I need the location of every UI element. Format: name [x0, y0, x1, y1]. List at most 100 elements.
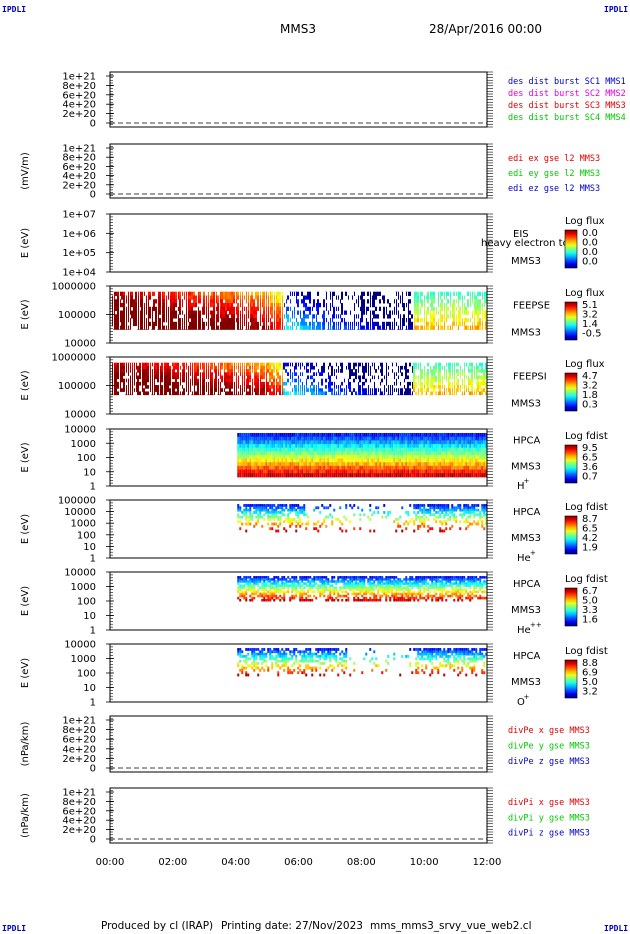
spacecraft-label: MMS3 — [511, 328, 541, 339]
ytick-label: 4e+20 — [62, 744, 96, 755]
y-axis-label: E (eV) — [20, 586, 31, 616]
panel-feepsi: 10000 100000 1000000 E (eV) FEEPSI MMS3 Log fl… — [20, 353, 605, 421]
colorbar-tick: 0.0 — [582, 238, 598, 249]
colorbar-tick: 3.2 — [582, 310, 598, 321]
species-label: He — [517, 625, 531, 636]
time-tick-label: 04:00 — [221, 857, 250, 868]
footer-script-name: mms_mms3_srvy_vue_web2.cl — [370, 920, 532, 932]
legend-entry: des dist burst SC3 MMS3 — [508, 101, 626, 111]
ytick-label: 10 — [83, 683, 96, 694]
colorbar — [564, 301, 578, 341]
colorbar-tick: 8.8 — [582, 658, 598, 669]
legend-entry: des dist burst SC4 MMS4 — [508, 113, 626, 123]
colorbar-tick: 6.5 — [582, 453, 598, 464]
colorbar-tick: 0.0 — [582, 247, 598, 258]
legend-entry: edi ez gse l2 MMS3 — [508, 184, 600, 194]
corner-mark-bottom-right: IPDLI — [604, 924, 629, 933]
panel-frame — [109, 143, 488, 199]
ytick-label: 4e+20 — [62, 816, 96, 827]
ytick-label: 1000000 — [51, 353, 96, 364]
ytick-label: 1 — [90, 698, 96, 709]
colorbar-tick: 1.9 — [582, 543, 598, 554]
species-charge: + — [524, 693, 530, 701]
ytick-label: 10 — [83, 467, 96, 478]
ytick-label: 100000 — [58, 310, 96, 321]
footer-printing-date: Printing date: 27/Nov/2023 — [221, 920, 363, 932]
ytick-label: 1000 — [71, 654, 96, 665]
ytick-label: 4e+20 — [62, 171, 96, 182]
species-label: He — [517, 553, 531, 564]
species-label: H — [517, 481, 525, 492]
legend-entry: divPi z gse MMS3 — [508, 829, 590, 839]
panel-eis: 1e+04 1e+05 1e+06 1e+07 E (eV) EIS MMS3 heavy e… — [20, 210, 605, 279]
spacecraft-label: MMS3 — [511, 399, 541, 410]
ytick-label: 2e+20 — [62, 754, 96, 765]
corner-mark-top-right: IPDLI — [604, 5, 629, 14]
legend-entry: des dist burst SC1 MMS1 — [508, 77, 626, 87]
colorbar-title: Log fdist — [565, 502, 608, 513]
ytick-label: 1 — [90, 554, 96, 565]
legend-entry: divPe y gse MMS3 — [508, 742, 590, 752]
ytick-label: 1e+21 — [62, 788, 96, 799]
instrument-label: HPCA — [513, 507, 541, 518]
ytick-label: 1e+21 — [62, 72, 96, 83]
ytick-label: 1 — [90, 482, 96, 493]
ytick-label: 0 — [90, 835, 96, 846]
time-tick-label: 00:00 — [96, 857, 125, 868]
ytick-label: 6e+20 — [62, 162, 96, 173]
ytick-label: 0 — [90, 119, 96, 130]
colorbar-tick: -0.5 — [582, 329, 602, 340]
time-tick-label: 12:00 — [473, 857, 502, 868]
legend-entry: divPe x gse MMS3 — [508, 726, 590, 736]
instrument-label: HPCA — [513, 651, 541, 662]
colorbar-tick: 1.8 — [582, 390, 598, 401]
ytick-label: 1000 — [71, 439, 96, 450]
colorbar-tick: 3.2 — [582, 381, 598, 392]
instrument-label: FEEPSI — [513, 372, 547, 383]
instrument-label: FEEPSE — [513, 301, 550, 312]
footer-produced-by: Produced by cl (IRAP) — [101, 920, 214, 932]
colorbar-title: Log flux — [565, 359, 605, 370]
panel-frame — [109, 787, 488, 844]
panel-frame — [109, 213, 488, 273]
colorbar — [564, 587, 578, 627]
overlap-text: heavy electron to — [481, 238, 569, 249]
panel-frame — [109, 715, 488, 773]
ytick-label: 10000 — [64, 425, 96, 436]
instrument-label: HPCA — [513, 579, 541, 590]
colorbar-tick: 3.2 — [582, 687, 598, 698]
time-tick-label: 08:00 — [347, 857, 376, 868]
colorbar — [564, 515, 578, 555]
y-axis-label: (nPa/km) — [20, 722, 31, 767]
y-axis-label: E (eV) — [20, 514, 31, 544]
colorbar-tick: 1.4 — [582, 319, 598, 330]
colorbar — [564, 229, 578, 269]
ytick-label: 1e+05 — [62, 248, 96, 259]
ytick-label: 10000 — [64, 640, 96, 651]
time-tick-label: 02:00 — [158, 857, 187, 868]
legend-entry: divPi y gse MMS3 — [508, 813, 590, 823]
colorbar-tick: 9.5 — [582, 443, 598, 454]
y-axis-label: (nPa/km) — [20, 793, 31, 838]
ytick-label: 2e+20 — [62, 109, 96, 120]
spacecraft-label: MMS3 — [511, 677, 541, 688]
colorbar-tick: 0.0 — [582, 257, 598, 268]
instrument-label: EIS — [513, 229, 529, 240]
ytick-label: 2e+20 — [62, 825, 96, 836]
instrument-label: HPCA — [513, 436, 541, 447]
ytick-label: 8e+20 — [62, 725, 96, 736]
y-axis-label: E (eV) — [20, 370, 31, 400]
spacecraft-label: MMS3 — [511, 605, 541, 616]
ytick-label: 1000 — [71, 519, 96, 530]
ytick-label: 1e+21 — [62, 144, 96, 155]
ytick-label: 100 — [77, 669, 96, 680]
legend-entry: divPi x gse MMS3 — [508, 798, 590, 808]
colorbar-title: Log flux — [565, 288, 605, 299]
ytick-label: 1 — [90, 626, 96, 637]
ytick-label: 10000 — [64, 410, 96, 421]
legend-entry: edi ey gse l2 MMS3 — [508, 169, 600, 179]
